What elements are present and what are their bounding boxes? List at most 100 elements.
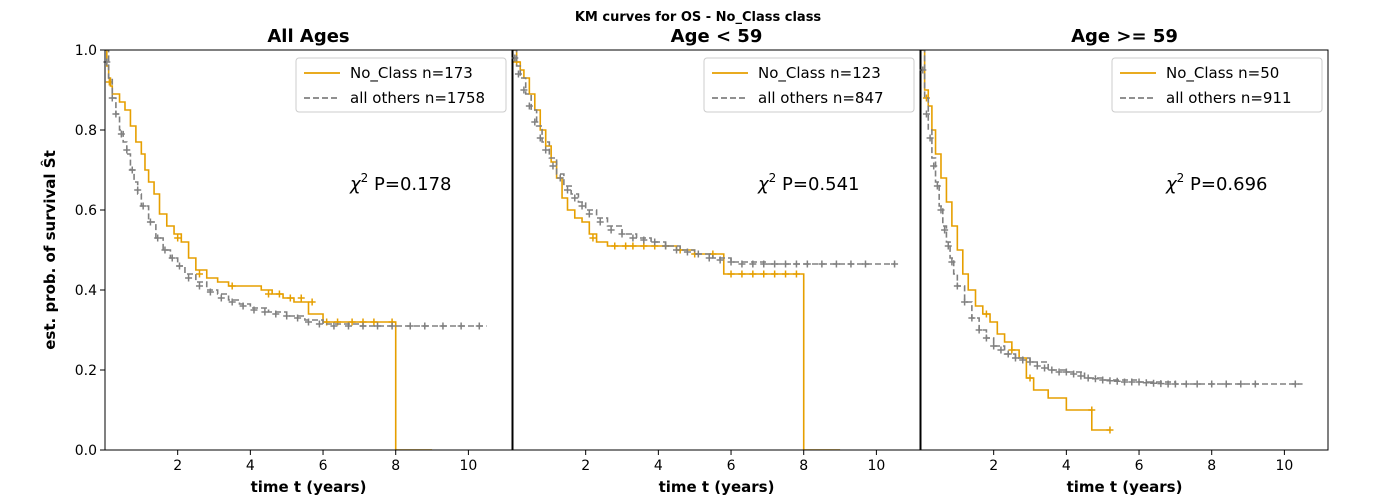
censor-mark xyxy=(589,234,597,242)
y-tick-label: 0.2 xyxy=(75,363,97,379)
chi-square-annotation: χ2 P=0.178 xyxy=(349,171,452,195)
censor-mark xyxy=(297,294,305,302)
axes-frame xyxy=(512,49,921,451)
censor-mark xyxy=(308,298,316,306)
censor-mark xyxy=(439,322,447,330)
y-tick-label: 0.4 xyxy=(75,283,97,299)
censor-mark xyxy=(1135,378,1143,386)
censor-mark xyxy=(705,254,713,262)
x-axis-label: time t (years) xyxy=(1067,478,1183,496)
censor-mark xyxy=(195,270,203,278)
censor-mark xyxy=(1088,406,1096,414)
censor-mark xyxy=(1291,380,1299,388)
censor-mark xyxy=(134,186,142,194)
censor-mark xyxy=(640,242,648,250)
censor-mark xyxy=(1113,377,1121,385)
censor-mark xyxy=(388,322,396,330)
censor-mark xyxy=(168,254,176,262)
censor-mark xyxy=(406,322,414,330)
censor-mark xyxy=(1026,374,1034,382)
censor-mark xyxy=(1193,380,1201,388)
censor-mark xyxy=(1164,380,1172,388)
censor-mark xyxy=(930,162,938,170)
chi-square-annotation: χ2 P=0.541 xyxy=(757,171,860,195)
censor-mark xyxy=(749,260,757,268)
censor-mark xyxy=(891,260,899,268)
censor-mark xyxy=(782,270,790,278)
censor-mark xyxy=(1121,378,1128,386)
legend-label: all others n=847 xyxy=(758,89,884,107)
axes-frame xyxy=(104,49,513,451)
legend-label: No_Class n=123 xyxy=(758,64,881,83)
censor-mark xyxy=(239,302,247,310)
censor-mark xyxy=(549,162,557,170)
censor-mark xyxy=(651,238,659,246)
censor-mark xyxy=(1048,366,1056,374)
censor-mark xyxy=(982,334,990,342)
y-tick-label: 0.8 xyxy=(75,123,97,139)
panels: 2 4 6 8 10 0.0 0.2 0.4 0.6 0.8 1.0 All Ages time t (… xyxy=(40,26,1329,496)
censor-mark xyxy=(738,270,746,278)
censor-mark xyxy=(771,270,779,278)
censor-mark xyxy=(716,256,724,264)
censor-mark xyxy=(792,260,800,268)
censor-mark xyxy=(1077,372,1085,380)
censor-mark xyxy=(294,314,302,322)
censor-mark xyxy=(818,260,826,268)
y-axis-label: est. prob. of survival Ŝt xyxy=(40,150,59,350)
x-tick-label: 4 xyxy=(654,458,663,474)
x-tick-label: 2 xyxy=(989,458,998,474)
censor-mark xyxy=(803,260,811,268)
censor-mark xyxy=(217,294,225,302)
series-line-1 xyxy=(921,50,1110,431)
legend: No_Class n=123 all others n=847 xyxy=(703,57,915,113)
censor-mark xyxy=(154,234,162,242)
panel-title: Age >= 59 xyxy=(1071,26,1178,47)
panel-3: 2 4 6 8 10 Age >= 59 time t (years) χ2 P=0.696 N… xyxy=(919,26,1329,496)
censor-mark xyxy=(683,248,691,256)
censor-mark xyxy=(760,270,768,278)
censor-mark xyxy=(531,118,539,126)
censor-mark xyxy=(1157,380,1165,388)
censor-mark xyxy=(344,322,352,330)
censor-mark xyxy=(185,274,193,282)
x-tick-label: 6 xyxy=(1135,458,1144,474)
censor-mark xyxy=(1004,350,1012,358)
legend-label: No_Class n=173 xyxy=(350,64,473,83)
censor-mark xyxy=(673,246,681,254)
chi-square-annotation: χ2 P=0.696 xyxy=(1165,171,1268,195)
censor-mark xyxy=(556,174,564,182)
series-line-1 xyxy=(105,50,433,450)
censor-mark xyxy=(265,290,273,298)
panel-2: 2 4 6 8 10 Age < 59 time t (years) χ2 P=0.541 No… xyxy=(511,26,921,496)
censor-mark xyxy=(330,322,338,330)
censor-mark xyxy=(944,242,952,250)
figure-suptitle: KM curves for OS - No_Class class xyxy=(575,10,822,25)
legend: No_Class n=50 all others n=911 xyxy=(1111,57,1323,113)
censor-mark xyxy=(174,234,182,242)
censor-mark xyxy=(640,236,648,244)
panel-1: 2 4 6 8 10 0.0 0.2 0.4 0.6 0.8 1.0 All Ages time t (… xyxy=(40,26,513,496)
censor-mark xyxy=(782,260,790,268)
censor-mark xyxy=(514,70,522,78)
legend-label: all others n=1758 xyxy=(350,89,485,107)
censor-mark xyxy=(618,230,626,238)
censor-mark xyxy=(108,94,116,102)
censor-mark xyxy=(997,346,1005,354)
censor-mark xyxy=(175,262,183,270)
censor-mark xyxy=(250,306,258,314)
censor-mark xyxy=(1041,364,1049,372)
censor-mark xyxy=(139,202,147,210)
censor-mark xyxy=(1055,368,1063,376)
legend: No_Class n=173 all others n=1758 xyxy=(295,57,507,113)
censor-mark xyxy=(727,270,735,278)
censor-mark xyxy=(1237,380,1245,388)
panel-title: All Ages xyxy=(267,26,349,47)
censor-mark xyxy=(228,298,236,306)
x-tick-label: 4 xyxy=(1062,458,1071,474)
censor-mark xyxy=(861,260,869,268)
legend-box xyxy=(295,57,507,113)
censor-mark xyxy=(283,312,291,320)
censor-mark xyxy=(975,326,983,334)
x-tick-label: 8 xyxy=(799,458,808,474)
